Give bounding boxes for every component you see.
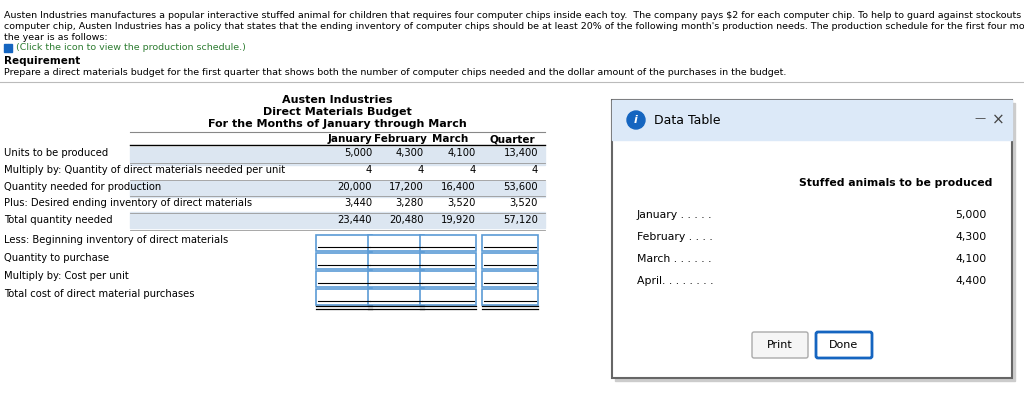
Text: Quantity needed for production: Quantity needed for production xyxy=(4,182,161,192)
Text: the year is as follows:: the year is as follows: xyxy=(4,33,108,42)
FancyBboxPatch shape xyxy=(420,271,476,287)
Text: 4: 4 xyxy=(470,165,476,175)
FancyBboxPatch shape xyxy=(420,235,476,251)
FancyBboxPatch shape xyxy=(612,100,1012,378)
Text: Print: Print xyxy=(767,340,793,350)
Text: Stuffed animals to be produced: Stuffed animals to be produced xyxy=(799,178,992,188)
Text: 4,300: 4,300 xyxy=(396,148,424,158)
Text: i: i xyxy=(634,115,638,125)
Text: Multiply by: Quantity of direct materials needed per unit: Multiply by: Quantity of direct material… xyxy=(4,165,285,175)
Text: 5,000: 5,000 xyxy=(344,148,372,158)
Text: 5,000: 5,000 xyxy=(955,210,987,220)
Bar xyxy=(130,181,545,197)
Text: Multiply by: Cost per unit: Multiply by: Cost per unit xyxy=(4,271,129,281)
Text: Requirement: Requirement xyxy=(4,56,80,66)
Text: 17,200: 17,200 xyxy=(389,182,424,192)
FancyBboxPatch shape xyxy=(368,271,424,287)
Text: April. . . . . . . .: April. . . . . . . . xyxy=(637,276,714,286)
Bar xyxy=(8,48,12,52)
Bar xyxy=(612,100,1012,140)
Text: Plus: Desired ending inventory of direct materials: Plus: Desired ending inventory of direct… xyxy=(4,198,252,208)
Text: 3,280: 3,280 xyxy=(395,198,424,208)
Text: Quantity to purchase: Quantity to purchase xyxy=(4,253,110,263)
Text: Direct Materials Budget: Direct Materials Budget xyxy=(262,107,412,117)
Text: 3,440: 3,440 xyxy=(344,198,372,208)
FancyBboxPatch shape xyxy=(316,271,372,287)
Text: March . . . . . .: March . . . . . . xyxy=(637,254,712,264)
Text: 23,440: 23,440 xyxy=(338,215,372,225)
Text: Austen Industries: Austen Industries xyxy=(282,95,392,105)
Text: ×: × xyxy=(991,112,1005,127)
Text: 4,100: 4,100 xyxy=(447,148,476,158)
Text: Total cost of direct material purchases: Total cost of direct material purchases xyxy=(4,289,195,299)
Text: Less: Beginning inventory of direct materials: Less: Beginning inventory of direct mate… xyxy=(4,235,228,245)
FancyBboxPatch shape xyxy=(420,289,476,305)
Text: 53,600: 53,600 xyxy=(504,182,538,192)
FancyBboxPatch shape xyxy=(316,289,372,305)
FancyBboxPatch shape xyxy=(316,253,372,269)
FancyBboxPatch shape xyxy=(420,253,476,269)
FancyBboxPatch shape xyxy=(752,332,808,358)
Text: 20,480: 20,480 xyxy=(389,215,424,225)
FancyBboxPatch shape xyxy=(482,253,538,269)
Text: February: February xyxy=(374,134,426,144)
FancyBboxPatch shape xyxy=(482,271,538,287)
Text: 4,300: 4,300 xyxy=(955,232,987,242)
Text: Data Table: Data Table xyxy=(654,114,721,127)
FancyBboxPatch shape xyxy=(482,235,538,251)
Text: 4,100: 4,100 xyxy=(955,254,987,264)
FancyBboxPatch shape xyxy=(368,289,424,305)
Text: 4: 4 xyxy=(531,165,538,175)
Text: 3,520: 3,520 xyxy=(510,198,538,208)
FancyBboxPatch shape xyxy=(368,253,424,269)
Text: 4: 4 xyxy=(418,165,424,175)
Text: Units to be produced: Units to be produced xyxy=(4,148,109,158)
Text: 57,120: 57,120 xyxy=(503,215,538,225)
Text: Austen Industries manufactures a popular interactive stuffed animal for children: Austen Industries manufactures a popular… xyxy=(4,11,1024,20)
Text: 13,400: 13,400 xyxy=(504,148,538,158)
FancyBboxPatch shape xyxy=(816,332,872,358)
Text: 4: 4 xyxy=(366,165,372,175)
Text: 4,400: 4,400 xyxy=(955,276,987,286)
Text: March: March xyxy=(432,134,468,144)
Text: computer chip, Austen Industries has a policy that states that the ending invent: computer chip, Austen Industries has a p… xyxy=(4,22,1024,31)
Text: Done: Done xyxy=(829,340,859,350)
Text: 20,000: 20,000 xyxy=(338,182,372,192)
Text: January: January xyxy=(328,134,373,144)
Bar xyxy=(4,48,7,52)
Text: 3,520: 3,520 xyxy=(447,198,476,208)
Bar xyxy=(130,212,545,228)
Text: —: — xyxy=(975,113,985,123)
Bar xyxy=(8,44,12,48)
Text: 19,920: 19,920 xyxy=(441,215,476,225)
Bar xyxy=(130,147,545,165)
Text: For the Months of January through March: For the Months of January through March xyxy=(208,119,466,129)
Text: January . . . . .: January . . . . . xyxy=(637,210,713,220)
Circle shape xyxy=(627,111,645,129)
Bar xyxy=(4,44,7,48)
Bar xyxy=(615,103,1015,381)
FancyBboxPatch shape xyxy=(368,235,424,251)
Text: Total quantity needed: Total quantity needed xyxy=(4,215,113,225)
FancyBboxPatch shape xyxy=(316,235,372,251)
Text: Quarter: Quarter xyxy=(489,134,535,144)
Text: 16,400: 16,400 xyxy=(441,182,476,192)
Text: February . . . .: February . . . . xyxy=(637,232,713,242)
FancyBboxPatch shape xyxy=(482,289,538,305)
Text: Prepare a direct materials budget for the first quarter that shows both the numb: Prepare a direct materials budget for th… xyxy=(4,68,786,77)
Text: (Click the icon to view the production schedule.): (Click the icon to view the production s… xyxy=(16,43,246,52)
